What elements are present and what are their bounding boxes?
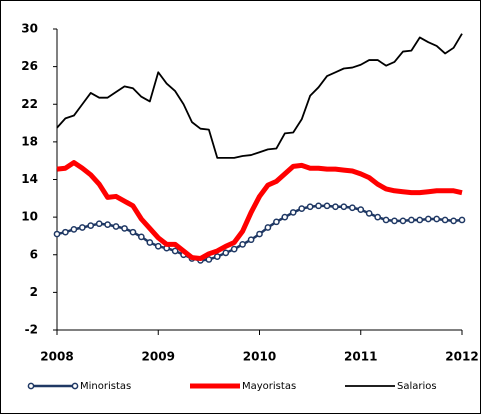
y-tick-label: 22 (21, 97, 38, 111)
point-marker (332, 203, 339, 211)
point-marker (289, 209, 297, 216)
series-line (56, 160, 463, 262)
legend-label: Mayoristas (242, 381, 296, 392)
x-tick-label: 2009 (142, 350, 175, 364)
point-marker (62, 228, 69, 236)
point-marker (78, 224, 86, 231)
point-marker (205, 256, 213, 263)
point-marker (87, 222, 95, 229)
legend-label: Minoristas (80, 381, 131, 392)
point-marker (171, 247, 179, 255)
point-marker (433, 215, 441, 223)
point-marker (239, 241, 246, 248)
point-marker (424, 215, 432, 223)
point-marker (53, 230, 61, 238)
point-marker (137, 233, 145, 241)
x-tick-label: 2008 (40, 350, 73, 364)
y-tick-label: 14 (21, 172, 38, 186)
point-marker (365, 210, 373, 217)
y-tick-label: -2 (25, 323, 38, 337)
point-marker (129, 228, 137, 236)
point-marker (256, 230, 263, 238)
point-marker (70, 226, 78, 233)
series-line (56, 33, 463, 159)
point-marker (281, 213, 289, 221)
point-marker (408, 216, 415, 224)
x-tick-label: 2011 (344, 350, 377, 364)
point-marker (450, 217, 457, 225)
point-marker (458, 216, 466, 224)
y-tick-label: 2 (30, 285, 38, 299)
point-marker (230, 245, 238, 253)
point-marker (264, 224, 272, 231)
point-marker (340, 203, 348, 211)
legend-label: Salarios (397, 381, 437, 392)
point-marker (298, 205, 306, 213)
point-marker (95, 220, 103, 228)
point-marker (391, 217, 398, 225)
x-tick-label: 2012 (445, 350, 478, 364)
point-marker (348, 204, 356, 212)
point-marker (315, 202, 322, 210)
y-tick-label: 30 (21, 22, 38, 36)
legend-marker (27, 382, 35, 390)
point-marker (213, 253, 221, 260)
y-tick-label: 26 (21, 59, 38, 73)
point-marker (104, 221, 111, 228)
y-tick-label: 10 (21, 210, 38, 224)
point-marker (416, 216, 424, 224)
point-marker (357, 206, 365, 213)
point-marker (112, 223, 120, 230)
point-marker (441, 216, 449, 224)
point-marker (323, 202, 331, 210)
point-marker (247, 236, 255, 244)
point-marker (382, 216, 390, 224)
point-marker (399, 217, 407, 225)
y-tick-label: 6 (30, 247, 38, 261)
x-tick-label: 2010 (243, 350, 276, 364)
point-marker (121, 225, 128, 232)
y-tick-label: 18 (21, 134, 38, 148)
point-marker (273, 218, 280, 226)
point-marker (222, 249, 230, 257)
point-marker (154, 242, 162, 250)
point-marker (374, 213, 382, 221)
point-marker (146, 239, 154, 246)
point-marker (306, 203, 314, 211)
legend-marker (71, 382, 79, 390)
